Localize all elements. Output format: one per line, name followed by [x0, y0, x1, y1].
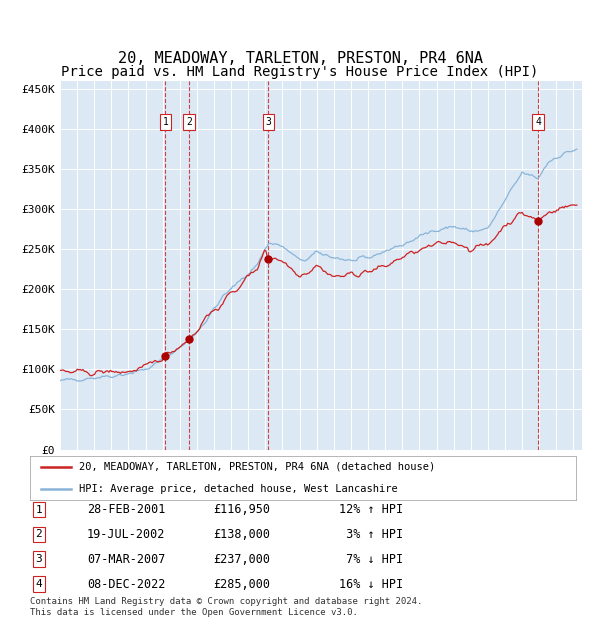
Text: £237,000: £237,000 — [213, 553, 270, 565]
Text: 3: 3 — [35, 554, 43, 564]
Text: 07-MAR-2007: 07-MAR-2007 — [87, 553, 166, 565]
Text: 1: 1 — [163, 117, 169, 127]
Text: 12% ↑ HPI: 12% ↑ HPI — [339, 503, 403, 516]
Text: 16% ↓ HPI: 16% ↓ HPI — [339, 578, 403, 590]
Text: 3: 3 — [266, 117, 271, 127]
Text: 4: 4 — [535, 117, 541, 127]
Text: 28-FEB-2001: 28-FEB-2001 — [87, 503, 166, 516]
Text: £138,000: £138,000 — [213, 528, 270, 541]
Text: 08-DEC-2022: 08-DEC-2022 — [87, 578, 166, 590]
Text: 2: 2 — [186, 117, 192, 127]
Text: 3% ↑ HPI: 3% ↑ HPI — [339, 528, 403, 541]
Text: HPI: Average price, detached house, West Lancashire: HPI: Average price, detached house, West… — [79, 484, 398, 494]
Text: Price paid vs. HM Land Registry's House Price Index (HPI): Price paid vs. HM Land Registry's House … — [61, 64, 539, 79]
Text: 19-JUL-2002: 19-JUL-2002 — [87, 528, 166, 541]
Text: 1: 1 — [35, 505, 43, 515]
Text: £285,000: £285,000 — [213, 578, 270, 590]
Text: 4: 4 — [35, 579, 43, 589]
Text: £116,950: £116,950 — [213, 503, 270, 516]
Text: 20, MEADOWAY, TARLETON, PRESTON, PR4 6NA: 20, MEADOWAY, TARLETON, PRESTON, PR4 6NA — [118, 51, 482, 66]
Text: 7% ↓ HPI: 7% ↓ HPI — [339, 553, 403, 565]
Text: Contains HM Land Registry data © Crown copyright and database right 2024.
This d: Contains HM Land Registry data © Crown c… — [30, 598, 422, 617]
Text: 2: 2 — [35, 529, 43, 539]
Text: 20, MEADOWAY, TARLETON, PRESTON, PR4 6NA (detached house): 20, MEADOWAY, TARLETON, PRESTON, PR4 6NA… — [79, 462, 436, 472]
